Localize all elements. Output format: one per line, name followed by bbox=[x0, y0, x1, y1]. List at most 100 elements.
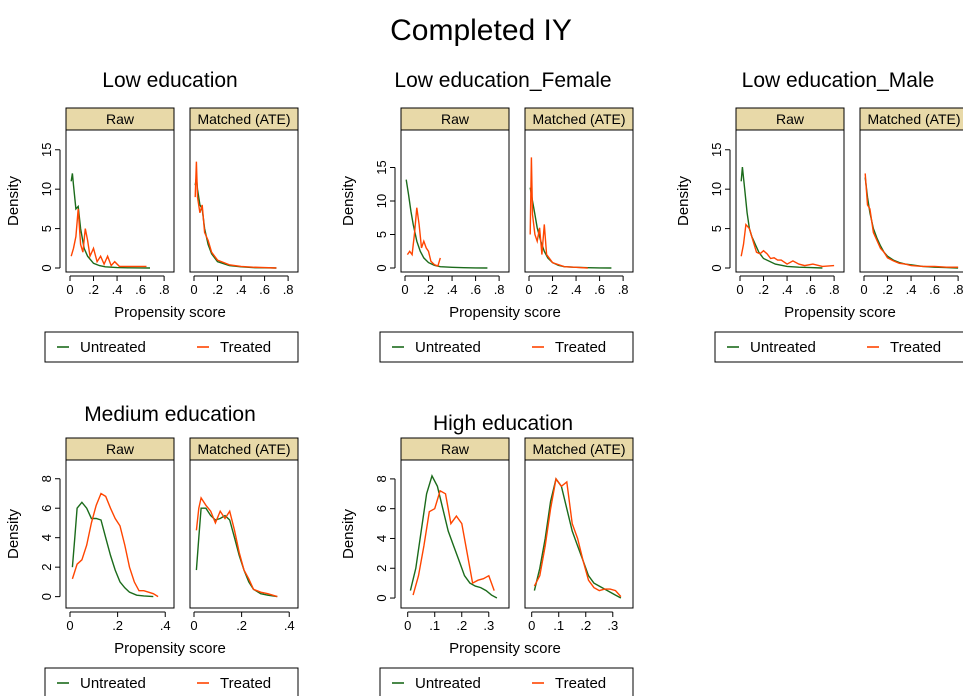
panel-label: Raw bbox=[106, 441, 135, 457]
y-tick-label: 10 bbox=[374, 194, 389, 208]
x-tick-label: .2 bbox=[882, 282, 893, 297]
series-line-treated bbox=[412, 489, 495, 596]
x-tick-label: .4 bbox=[782, 282, 793, 297]
y-tick-label: 0 bbox=[39, 264, 54, 271]
x-tick-label: .6 bbox=[594, 282, 605, 297]
figure-title: Completed IY bbox=[390, 14, 572, 47]
x-axis-label: Propensity score bbox=[784, 304, 896, 321]
legend-label: Treated bbox=[220, 339, 271, 356]
panel-frame bbox=[400, 129, 510, 273]
subplot-title: Low education_Male bbox=[742, 69, 935, 92]
y-axis-label: Density bbox=[340, 175, 357, 226]
panel-raw: Raw 0 .2 .4 .6 .8 bbox=[735, 107, 845, 297]
legend-box bbox=[44, 331, 299, 363]
panel-frame bbox=[189, 459, 299, 609]
subplot-4: Medium educationDensity02468Raw0.2.4Matc… bbox=[5, 403, 299, 696]
legend: Untreated Treated bbox=[379, 331, 634, 363]
x-tick-label: .2 bbox=[88, 282, 99, 297]
y-tick-label: 5 bbox=[374, 231, 389, 238]
x-tick-label: .2 bbox=[236, 618, 247, 633]
y-tick-label: 4 bbox=[374, 535, 389, 542]
legend-label: Untreated bbox=[80, 339, 146, 356]
x-tick-label: .8 bbox=[283, 282, 294, 297]
x-tick-label: 0 bbox=[404, 618, 411, 633]
x-tick-label: .2 bbox=[212, 282, 223, 297]
series-line-untreated bbox=[71, 501, 154, 598]
legend-label: Treated bbox=[220, 675, 271, 692]
x-tick-label: .8 bbox=[829, 282, 840, 297]
x-tick-label: .4 bbox=[571, 282, 582, 297]
legend: Untreated Treated bbox=[44, 667, 299, 696]
panel-label: Raw bbox=[441, 111, 470, 127]
x-tick-label: .2 bbox=[580, 618, 591, 633]
x-tick-label: .4 bbox=[447, 282, 458, 297]
series-line-untreated bbox=[533, 477, 622, 599]
x-tick-label: .4 bbox=[284, 618, 295, 633]
panel-matched: Matched (ATE) 0 .2 .4 .6 .8 bbox=[524, 107, 634, 297]
y-tick-label: 0 bbox=[709, 264, 724, 271]
x-tick-label: .2 bbox=[423, 282, 434, 297]
x-tick-label: 0 bbox=[736, 282, 743, 297]
panel-matched: Matched (ATE) 0 .2 .4 .6 .8 bbox=[859, 107, 963, 297]
panel-raw: Raw 0 .2 .4 bbox=[65, 437, 175, 633]
legend-label: Untreated bbox=[415, 675, 481, 692]
panel-label: Matched (ATE) bbox=[197, 441, 290, 457]
y-axis-label: Density bbox=[340, 508, 357, 559]
subplot-3: Low education_Male Density 0 5 10 15 Raw 0 .2 .4.… bbox=[675, 69, 963, 363]
legend: Untreated Treated bbox=[379, 667, 634, 696]
x-tick-label: .3 bbox=[607, 618, 618, 633]
series-line-treated bbox=[70, 208, 147, 268]
subplot-2: Low education_Female Density 0 5 10 15 Raw 0 .2.… bbox=[340, 69, 634, 363]
y-tick-label: 6 bbox=[374, 505, 389, 512]
panel-frame bbox=[400, 459, 510, 609]
legend-label: Treated bbox=[890, 339, 941, 356]
subplot-5: High educationDensity02468Raw0.1.2.3Matc… bbox=[340, 412, 634, 696]
panel-label: Matched (ATE) bbox=[532, 441, 625, 457]
y-tick-label: 15 bbox=[374, 160, 389, 174]
legend-label: Untreated bbox=[80, 675, 146, 692]
series-line-untreated bbox=[529, 187, 612, 269]
x-tick-label: 0 bbox=[525, 282, 532, 297]
panel-label: Raw bbox=[776, 111, 805, 127]
x-tick-label: 0 bbox=[66, 282, 73, 297]
x-tick-label: .4 bbox=[906, 282, 917, 297]
series-line-untreated bbox=[409, 474, 498, 599]
panel-frame bbox=[524, 129, 634, 273]
legend-label: Treated bbox=[555, 675, 606, 692]
x-tick-label: 0 bbox=[401, 282, 408, 297]
panel-frame bbox=[189, 129, 299, 273]
panel-frame bbox=[65, 459, 175, 609]
x-tick-label: .2 bbox=[112, 618, 123, 633]
panel-label: Matched (ATE) bbox=[867, 111, 960, 127]
series-line-untreated bbox=[405, 179, 488, 269]
y-tick-label: 6 bbox=[39, 505, 54, 512]
x-tick-label: 0 bbox=[860, 282, 867, 297]
y-tick-label: 8 bbox=[39, 475, 54, 482]
panel-label: Raw bbox=[441, 441, 470, 457]
x-tick-label: 0 bbox=[66, 618, 73, 633]
x-tick-label: .4 bbox=[236, 282, 247, 297]
x-tick-label: .6 bbox=[929, 282, 940, 297]
subplots: Low education Density 0 5 10 15 Raw 0 .2 .4 .6 .8 Ma… bbox=[5, 69, 963, 696]
y-tick-label: 15 bbox=[709, 143, 724, 157]
subplot-title: High education bbox=[433, 412, 573, 435]
subplot-title: Low education bbox=[102, 69, 237, 92]
x-tick-label: 0 bbox=[190, 282, 197, 297]
x-tick-label: 0 bbox=[528, 618, 535, 633]
x-axis-label: Propensity score bbox=[449, 640, 561, 657]
legend-box bbox=[44, 667, 299, 696]
y-axis-label: Density bbox=[5, 508, 22, 559]
x-tick-label: .4 bbox=[160, 618, 171, 633]
legend-box bbox=[379, 667, 634, 696]
x-axis-label: Propensity score bbox=[114, 304, 226, 321]
subplot-title: Low education_Female bbox=[394, 69, 611, 92]
series-line-treated bbox=[740, 222, 835, 268]
series-line-treated bbox=[533, 477, 622, 598]
series-line-untreated bbox=[864, 177, 959, 269]
panel-matched: Matched (ATE) 0 .1 .2 .3 bbox=[524, 437, 634, 633]
legend: Untreated Treated bbox=[44, 331, 299, 363]
panel-label: Matched (ATE) bbox=[197, 111, 290, 127]
series-line-untreated bbox=[740, 167, 823, 269]
legend: Untreated Treated bbox=[714, 331, 963, 363]
x-tick-label: .8 bbox=[618, 282, 629, 297]
